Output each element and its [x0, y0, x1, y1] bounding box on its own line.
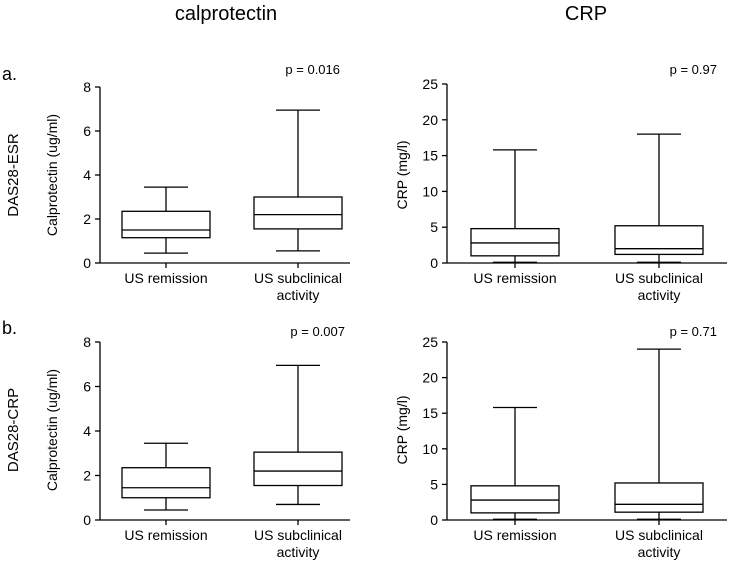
- y-tick-label: 10: [422, 183, 438, 199]
- iqr-box: [121, 210, 211, 239]
- x-tick-label: US remission: [473, 527, 556, 543]
- row-label-b: b.: [2, 318, 17, 338]
- y-tick-label: 10: [422, 441, 438, 457]
- panel-a-crp: 0 5 10 15 20 25 CRP (mg/l) p = 0.97 US remission…: [394, 62, 727, 303]
- row-label-a: a.: [2, 64, 17, 84]
- y-axis-label: Calprotectin (ug/ml): [44, 369, 60, 491]
- y-tick-label: 0: [430, 512, 438, 528]
- panel-a-calprotectin: 0 2 4 6 8 Calprotectin (ug/ml) p = 0.016 US rem…: [44, 62, 350, 303]
- x-tick-label: US subclinical activity: [254, 527, 342, 560]
- row-name-das28-crp: DAS28-CRP: [5, 388, 22, 472]
- y-tick-label: 4: [83, 423, 91, 439]
- panel-b-crp: 0 5 10 15 20 25 CRP (mg/l) p = 0.71 US remission…: [394, 324, 727, 560]
- column-title-crp: CRP: [565, 3, 607, 25]
- box-us-remission: [121, 442, 211, 511]
- y-tick-label: 20: [422, 370, 438, 386]
- y-axis-label: CRP (mg/l): [394, 141, 410, 210]
- p-value: p = 0.97: [670, 62, 717, 77]
- iqr-box: [253, 196, 343, 230]
- y-tick-label: 15: [422, 148, 438, 164]
- y-tick-label: 5: [430, 476, 438, 492]
- iqr-box: [470, 485, 560, 514]
- panel-b-calprotectin: 0 2 4 6 8 Calprotectin (ug/ml) p = 0.007 US rem…: [44, 324, 350, 560]
- box-us-remission: [121, 186, 211, 254]
- box-us-subclinical-activity: [614, 348, 704, 520]
- box-us-remission: [470, 406, 560, 520]
- y-tick-label: 5: [430, 219, 438, 235]
- iqr-box: [614, 482, 704, 513]
- p-value: p = 0.016: [285, 62, 340, 77]
- y-tick-label: 0: [83, 255, 91, 271]
- y-tick-label: 6: [83, 379, 91, 395]
- iqr-box: [614, 225, 704, 256]
- x-tick-label: US subclinical activity: [615, 527, 703, 560]
- box-us-remission: [470, 149, 560, 263]
- y-tick-label: 20: [422, 112, 438, 128]
- y-tick-label: 4: [83, 167, 91, 183]
- y-tick-label: 15: [422, 405, 438, 421]
- column-title-calprotectin: calprotectin: [175, 3, 277, 25]
- p-value: p = 0.71: [670, 324, 717, 339]
- y-tick-label: 8: [83, 79, 91, 95]
- x-tick-label: US remission: [124, 270, 207, 286]
- y-tick-label: 8: [83, 334, 91, 350]
- x-tick-label: US subclinical activity: [254, 270, 342, 303]
- y-axis-label: Calprotectin (ug/ml): [44, 114, 60, 236]
- p-value: p = 0.007: [290, 324, 345, 339]
- y-tick-label: 25: [422, 334, 438, 350]
- iqr-box: [121, 467, 211, 499]
- y-tick-label: 2: [83, 211, 91, 227]
- y-axis-label: CRP (mg/l): [394, 396, 410, 465]
- box-us-subclinical-activity: [253, 109, 343, 252]
- iqr-box: [253, 451, 343, 487]
- x-tick-label: US remission: [473, 270, 556, 286]
- y-tick-label: 6: [83, 123, 91, 139]
- box-us-subclinical-activity: [253, 364, 343, 506]
- x-tick-label: US remission: [124, 527, 207, 543]
- box-us-subclinical-activity: [614, 133, 704, 263]
- y-tick-label: 2: [83, 468, 91, 484]
- x-tick-label: US subclinical activity: [615, 270, 703, 303]
- y-tick-label: 0: [83, 512, 91, 528]
- iqr-box: [470, 227, 560, 257]
- y-tick-label: 25: [422, 76, 438, 92]
- y-tick-label: 0: [430, 255, 438, 271]
- row-name-das28-esr: DAS28-ESR: [5, 133, 22, 217]
